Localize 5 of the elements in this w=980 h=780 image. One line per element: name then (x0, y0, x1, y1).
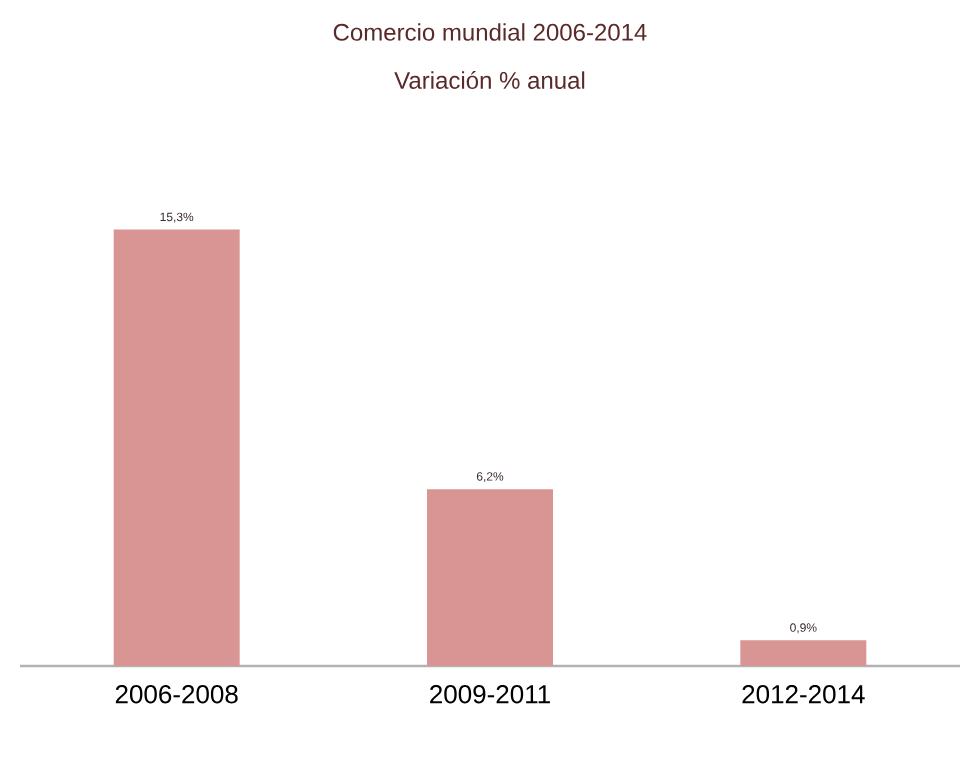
x-tick-label: 2012-2014 (742, 685, 865, 704)
x-tick-label: 2006-2008 (115, 685, 238, 704)
x-tick-label: 2009-2011 (430, 685, 550, 704)
chart-subtitle: Variación % anual (394, 71, 585, 89)
chart-title: Comercio mundial 2006-2014 (333, 23, 647, 41)
